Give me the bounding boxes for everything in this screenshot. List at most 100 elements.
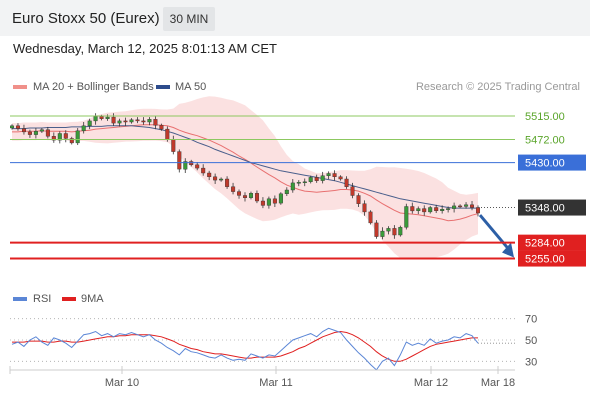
candle-body	[16, 125, 21, 129]
candle-body	[272, 198, 277, 204]
candle-body	[207, 172, 212, 177]
rsi-tick-label: 30	[525, 356, 537, 368]
bollinger-legend-label: MA 20 + Bollinger Bands	[33, 81, 154, 93]
candle-body	[338, 176, 343, 180]
candle-body	[236, 191, 241, 196]
candle-body	[320, 175, 325, 181]
rsi-legend-swatch	[13, 297, 27, 301]
candle-body	[404, 206, 409, 228]
candle-body	[284, 189, 289, 194]
candle-body	[380, 230, 385, 237]
candle-body	[219, 178, 224, 181]
candle-body	[296, 182, 301, 184]
timeframe-badge[interactable]: 30 MIN	[163, 7, 215, 31]
candle-body	[386, 228, 391, 232]
candle-body	[440, 208, 445, 211]
candle-body	[308, 177, 313, 182]
candle-body	[326, 173, 331, 176]
ma20-line	[12, 124, 479, 222]
candle-body	[45, 129, 50, 137]
candle-body	[63, 133, 68, 139]
candle-body	[171, 139, 176, 152]
candle-body	[165, 128, 170, 140]
rsi-tick-label: 50	[525, 335, 537, 347]
candle-body	[123, 120, 128, 123]
rsi-ma-legend-label: 9MA	[81, 293, 104, 305]
candle-body	[302, 181, 307, 184]
projection-arrow	[478, 214, 511, 251]
candle-body	[278, 193, 283, 204]
resistance-label: 5472.00	[525, 135, 565, 147]
candle-body	[195, 164, 200, 169]
chart-datetime: Wednesday, March 12, 2025 8:01:13 AM CET	[13, 41, 277, 56]
projection-arrow-head	[502, 242, 514, 258]
candle-body	[159, 125, 164, 130]
candle-body	[183, 161, 188, 170]
candle-body	[476, 207, 481, 214]
candle-body	[422, 208, 427, 213]
candle-body	[428, 207, 433, 213]
rsi-tick-label: 70	[525, 314, 537, 326]
candle-body	[69, 138, 74, 144]
candle-body	[242, 195, 247, 198]
price-levels: 5515.00 5472.00 5430.00 5348.00 5284.00 5255.…	[10, 111, 586, 267]
candle-body	[93, 116, 98, 122]
candle-body	[141, 120, 146, 123]
candle-body	[87, 120, 92, 127]
candle-body	[362, 203, 367, 213]
candle-body	[111, 116, 116, 124]
candle-body	[260, 200, 265, 206]
candle-body	[470, 204, 475, 208]
candle-body	[201, 167, 206, 174]
last-price-tag	[518, 199, 586, 216]
pivot-tag	[518, 154, 586, 171]
candle-body	[452, 205, 457, 209]
research-credit: Research © 2025 Trading Central	[416, 81, 580, 93]
support-tag	[518, 250, 586, 267]
price-plot-area	[9, 96, 514, 259]
candle-body	[356, 195, 361, 204]
candle-body	[213, 176, 218, 181]
rsi-ma-legend-swatch	[62, 297, 76, 301]
candle-body	[27, 131, 32, 135]
candle-body	[254, 193, 259, 202]
last-price-label: 5348.00	[525, 203, 565, 215]
rsi-ma-line	[12, 330, 478, 362]
time-axis-label: Mar 12	[414, 377, 448, 389]
candle-body	[33, 131, 38, 135]
candle-body	[290, 182, 295, 191]
candle-body	[147, 119, 152, 123]
candle-body	[248, 193, 253, 198]
candle-body	[332, 173, 337, 177]
rsi-line	[11, 327, 479, 371]
candle-body	[22, 128, 27, 133]
candle-body	[117, 120, 122, 124]
candle-body	[129, 119, 134, 123]
candle-body	[57, 133, 62, 141]
resistance-label: 5515.00	[525, 111, 565, 123]
candle-body	[374, 222, 379, 237]
candle-body	[416, 208, 421, 212]
candle-body	[392, 228, 397, 236]
candle-body	[81, 125, 86, 131]
candle-body	[9, 125, 14, 129]
candle-body	[225, 178, 230, 187]
candle-body	[458, 205, 463, 208]
time-axis-label: Mar 10	[105, 377, 139, 389]
time-axis: Mar 10 Mar 11 Mar 12 Mar 18	[105, 366, 515, 389]
candle-body	[51, 136, 56, 141]
support-label: 5255.00	[525, 254, 565, 266]
candle-body	[153, 119, 158, 126]
candle-body	[368, 211, 373, 224]
candle-body	[105, 116, 110, 119]
candle-body	[99, 116, 104, 119]
candle-body	[410, 206, 415, 212]
candle-body	[177, 151, 182, 170]
time-axis-label: Mar 11	[259, 377, 292, 389]
bollinger-legend-swatch	[13, 85, 27, 89]
candle-body	[446, 208, 451, 210]
candle-body	[434, 207, 439, 211]
candle-body	[266, 198, 271, 206]
instrument-title: Euro Stoxx 50 (Eurex)	[12, 10, 160, 27]
